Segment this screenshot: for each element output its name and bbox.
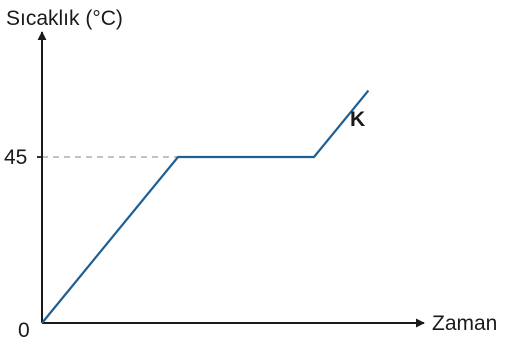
y-axis-label: Sıcaklık (°C) bbox=[6, 7, 123, 30]
origin-label: 0 bbox=[18, 319, 30, 342]
x-axis-label: Zaman bbox=[432, 312, 497, 335]
series-label-k: K bbox=[350, 108, 365, 131]
series-line-k bbox=[41, 89, 370, 324]
y-tick-label-45: 45 bbox=[4, 146, 27, 169]
